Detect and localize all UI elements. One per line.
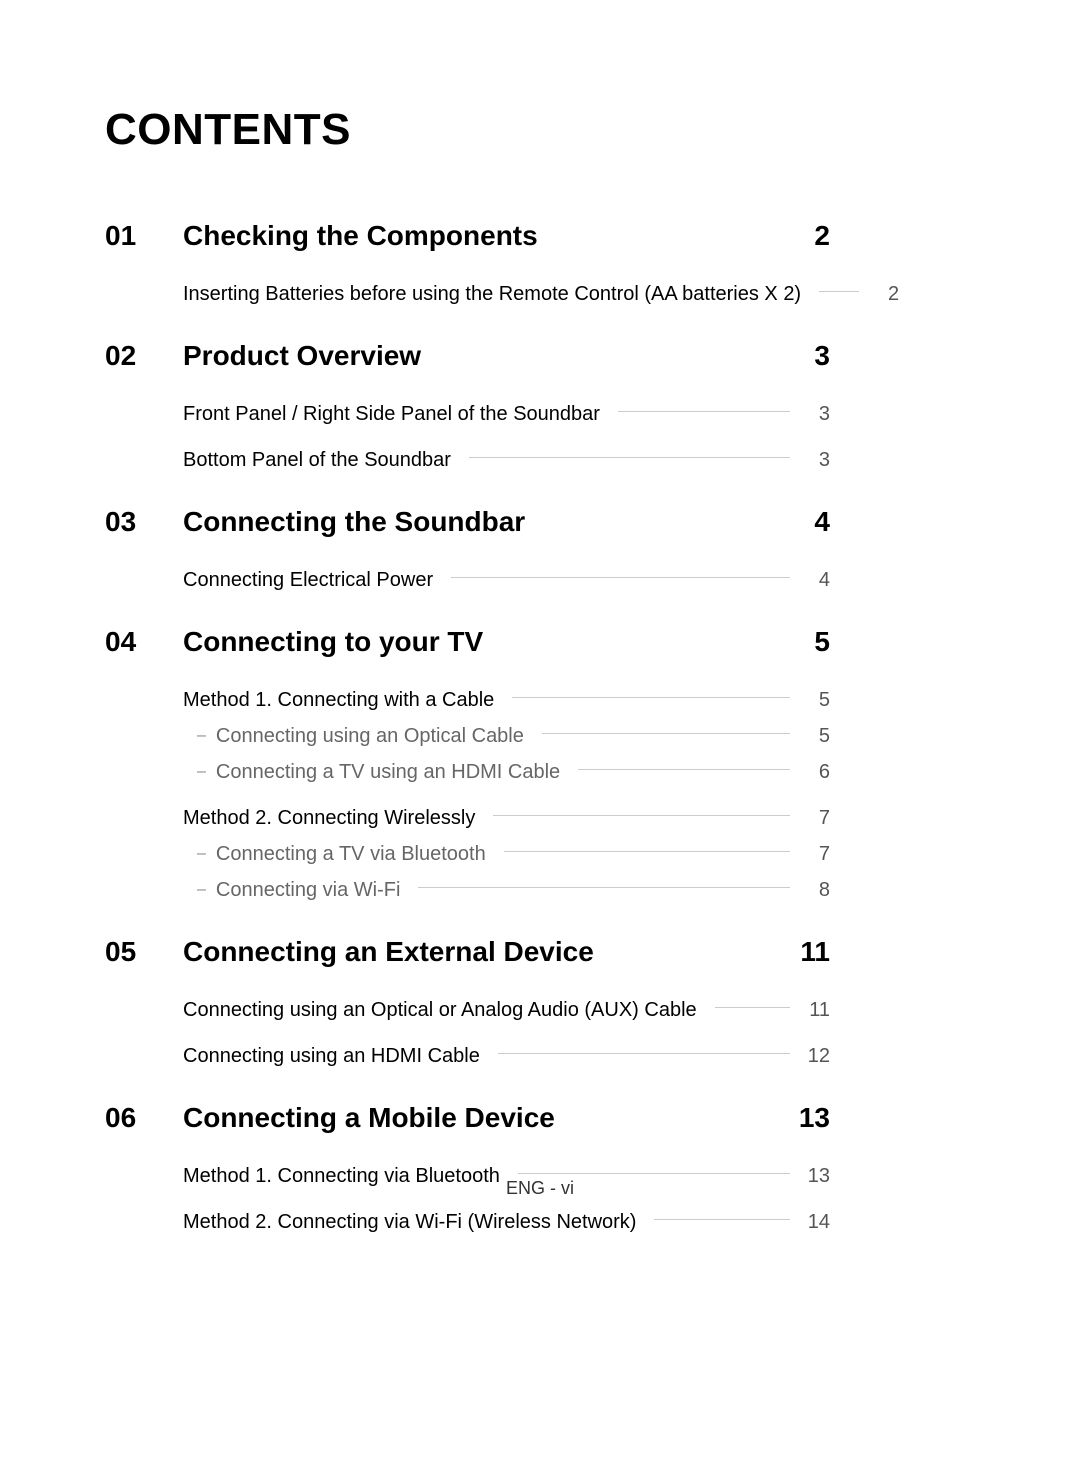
entry-page: 12 [804, 1045, 830, 1068]
section-header: 05Connecting an External Device11 [105, 936, 830, 968]
toc-entry: Front Panel / Right Side Panel of the So… [183, 400, 830, 428]
toc-section: 02Product Overview3Front Panel / Right S… [105, 340, 830, 474]
entry-text: Inserting Batteries before using the Rem… [183, 283, 801, 306]
section-entries: Connecting Electrical Power 4 [183, 566, 830, 594]
leader-line [451, 577, 790, 578]
sections-list: 01Checking the Components2 Inserting Batt… [105, 220, 830, 1236]
section-header: 02Product Overview3 [105, 340, 830, 372]
leader-line [518, 1173, 790, 1174]
section-title: Connecting the Soundbar [183, 506, 790, 538]
section-header: 04Connecting to your TV5 [105, 626, 830, 658]
leader-line [715, 1007, 790, 1008]
section-title: Checking the Components [183, 220, 790, 252]
section-header: 06Connecting a Mobile Device13 [105, 1102, 830, 1134]
section-page: 2 [790, 220, 830, 252]
toc-section: 03Connecting the Soundbar4Connecting Ele… [105, 506, 830, 594]
entry-text: Bottom Panel of the Soundbar [183, 449, 451, 472]
entry-page: 7 [804, 843, 830, 866]
entry-text: Method 2. Connecting Wirelessly [183, 807, 475, 830]
leader-line [819, 291, 859, 292]
entry-text: Connecting via Wi-Fi [216, 879, 401, 902]
entry-page: 14 [804, 1211, 830, 1234]
entry-text: Connecting Electrical Power [183, 569, 433, 592]
section-number: 05 [105, 936, 183, 968]
toc-section: 06Connecting a Mobile Device13 Method 1. … [105, 1102, 830, 1236]
section-page: 3 [790, 340, 830, 372]
entry-page: 6 [804, 761, 830, 784]
toc-section: 04Connecting to your TV5Method 1. Connec… [105, 626, 830, 904]
section-entries: Inserting Batteries before using the Rem… [183, 280, 830, 308]
toc-entry: –Connecting using an Optical Cable 5 [183, 722, 830, 750]
toc-entry: Method 2. Connecting Wirelessly 7 [183, 804, 830, 832]
dash-icon: – [197, 763, 206, 781]
leader-line [618, 411, 790, 412]
entry-page: 5 [804, 689, 830, 712]
entry-text: Connecting using an Optical or Analog Au… [183, 999, 697, 1022]
entry-page: 7 [804, 807, 830, 830]
entry-text: Method 1. Connecting with a Cable [183, 689, 494, 712]
entry-page: 2 [873, 283, 899, 306]
section-entries: Method 1. Connecting with a Cable5–Conne… [183, 686, 830, 904]
toc-section: 05Connecting an External Device11Connect… [105, 936, 830, 1070]
leader-line [542, 733, 790, 734]
page-footer: ENG - vi [0, 1178, 1080, 1199]
toc-entry: –Connecting a TV via Bluetooth 7 [183, 840, 830, 868]
section-number: 04 [105, 626, 183, 658]
leader-line [418, 887, 790, 888]
section-title: Connecting an External Device [183, 936, 790, 968]
leader-line [493, 815, 790, 816]
section-number: 03 [105, 506, 183, 538]
entry-page: 8 [804, 879, 830, 902]
section-page: 13 [790, 1102, 830, 1134]
entry-text: Connecting a TV via Bluetooth [216, 843, 486, 866]
entry-text: Connecting using an HDMI Cable [183, 1045, 480, 1068]
toc-entry: Connecting using an Optical or Analog Au… [183, 996, 830, 1024]
leader-line [504, 851, 790, 852]
toc-entry: Method 1. Connecting with a Cable 5 [183, 686, 830, 714]
toc-entry: Bottom Panel of the Soundbar 3 [183, 446, 830, 474]
section-number: 01 [105, 220, 183, 252]
leader-line [498, 1053, 790, 1054]
entry-page: 5 [804, 725, 830, 748]
entry-text: Connecting using an Optical Cable [216, 725, 524, 748]
section-number: 06 [105, 1102, 183, 1134]
dash-icon: – [197, 845, 206, 863]
dash-icon: – [197, 881, 206, 899]
section-page: 5 [790, 626, 830, 658]
entry-page: 3 [804, 403, 830, 426]
leader-line [578, 769, 790, 770]
entry-page: 3 [804, 449, 830, 472]
leader-line [512, 697, 790, 698]
contents-page: CONTENTS 01Checking the Components2Inser… [0, 0, 1080, 1236]
section-page: 11 [790, 936, 830, 968]
section-page: 4 [790, 506, 830, 538]
entry-text: Connecting a TV using an HDMI Cable [216, 761, 560, 784]
toc-section: 01Checking the Components2 Inserting Batt… [105, 220, 830, 308]
leader-line [469, 457, 790, 458]
toc-entry: Connecting using an HDMI Cable 12 [183, 1042, 830, 1070]
section-entries: Front Panel / Right Side Panel of the So… [183, 400, 830, 474]
section-title: Product Overview [183, 340, 790, 372]
toc-entry: Method 2. Connecting via Wi-Fi (Wireless… [183, 1208, 830, 1236]
section-header: 03Connecting the Soundbar4 [105, 506, 830, 538]
section-number: 02 [105, 340, 183, 372]
section-title: Connecting a Mobile Device [183, 1102, 790, 1134]
section-title: Connecting to your TV [183, 626, 790, 658]
entry-text: Method 2. Connecting via Wi-Fi (Wireless… [183, 1211, 636, 1234]
leader-line [654, 1219, 790, 1220]
dash-icon: – [197, 727, 206, 745]
section-entries: Connecting using an Optical or Analog Au… [183, 996, 830, 1070]
section-header: 01Checking the Components2 [105, 220, 830, 252]
section-entries: Method 1. Connecting via Bluetooth13Meth… [183, 1162, 830, 1236]
toc-entry: –Connecting a TV using an HDMI Cable 6 [183, 758, 830, 786]
entry-page: 11 [804, 999, 830, 1022]
toc-entry: Inserting Batteries before using the Rem… [183, 280, 830, 308]
entry-page: 4 [804, 569, 830, 592]
toc-entry: Connecting Electrical Power 4 [183, 566, 830, 594]
toc-entry: –Connecting via Wi-Fi 8 [183, 876, 830, 904]
entry-text: Front Panel / Right Side Panel of the So… [183, 403, 600, 426]
main-title: CONTENTS [105, 105, 830, 155]
